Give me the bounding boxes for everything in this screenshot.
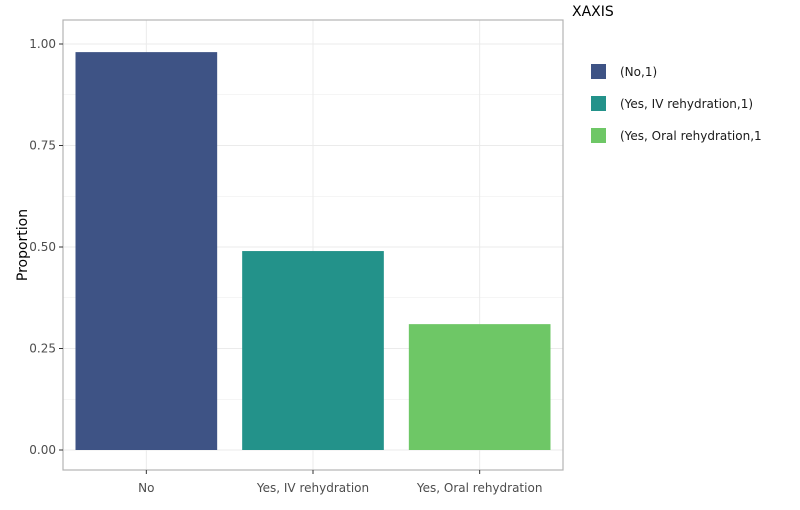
legend-key <box>591 96 606 111</box>
bar <box>75 52 218 451</box>
y-tick-label: 0.50 <box>29 240 56 254</box>
x-tick-label: Yes, Oral rehydration <box>416 481 543 495</box>
y-axis-ticks: 0.00 0.25 0.50 0.75 1.00 <box>29 37 63 457</box>
y-tick-label: 0.75 <box>29 139 56 153</box>
bar <box>242 251 384 450</box>
legend-title: XAXIS <box>572 4 614 20</box>
y-axis-label: Proportion <box>15 209 31 281</box>
y-tick-label: 0.25 <box>29 342 56 356</box>
bar <box>408 324 551 450</box>
y-tick-label: 1.00 <box>29 37 56 51</box>
legend-key <box>591 64 606 79</box>
x-tick-label: No <box>138 481 154 495</box>
legend: (No,1) (Yes, IV rehydration,1) (Yes, Oral … <box>591 64 762 143</box>
legend-label: (No,1) <box>620 65 657 79</box>
legend-label: (Yes, Oral rehydration,1 <box>620 129 762 143</box>
x-tick-label: Yes, IV rehydration <box>256 481 369 495</box>
bars <box>75 52 551 451</box>
legend-label: (Yes, IV rehydration,1) <box>620 97 753 111</box>
legend-key <box>591 128 606 143</box>
y-tick-label: 0.00 <box>29 443 56 457</box>
x-axis-ticks: No Yes, IV rehydration Yes, Oral rehydrati… <box>138 470 542 495</box>
